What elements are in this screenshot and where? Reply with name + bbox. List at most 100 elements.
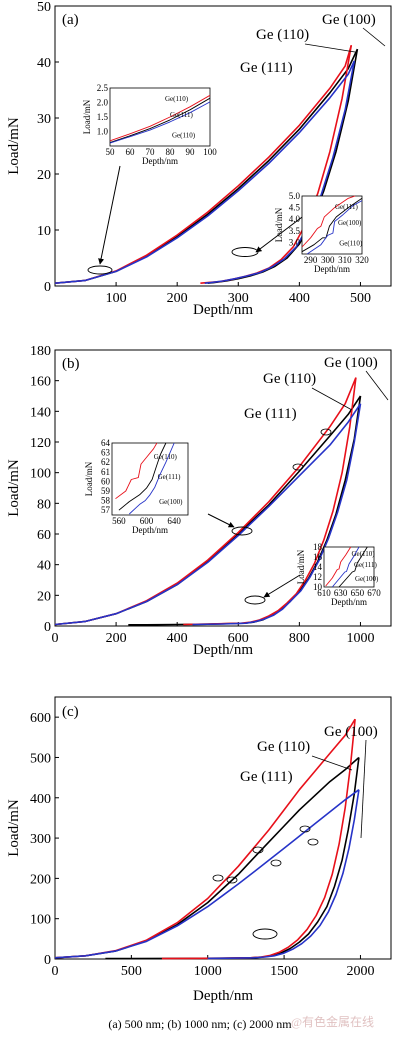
panel-b-inset-0-frame <box>111 442 189 516</box>
panel-c-xtick-label: 500 <box>121 964 142 979</box>
panel-a-inset-0-frame <box>109 87 211 147</box>
panel-a-inset-1-series-label: Ge(111) <box>335 203 358 211</box>
panel-a-inset-1-line-ge110 <box>301 195 356 248</box>
panel-b-inset-1-ylabel: Load/mN <box>296 549 306 584</box>
panel-b-inset-1-ytick-label: 18 <box>313 542 323 552</box>
panel-b-inset-1-line-ge110 <box>325 546 352 587</box>
panel-c-label: (c) <box>62 704 79 720</box>
watermark: @有色金属在线 <box>291 1014 374 1029</box>
panel-b-inset-0-series-label: Ge(100) <box>159 498 183 506</box>
panel-a-inset-0-xtick-label: 80 <box>166 147 176 157</box>
panel-b-leader-ge110 <box>311 387 353 411</box>
panel-b-inset-0-xlabel: Depth/nm <box>132 525 168 535</box>
panel-a: 100 200 300 400 500 0 10 20 30 40 50 (a) Load/mN D… <box>6 0 392 318</box>
panel-c-ytick-label: 100 <box>30 913 51 928</box>
panel-a-legend-ge100: Ge (100) <box>322 12 376 28</box>
panel-b-xlabel: Depth/nm <box>193 642 253 658</box>
panel-c-leader-ge100 <box>360 739 367 839</box>
panel-a-leader-ge100 <box>362 27 386 47</box>
panel-b-inset-1-xtick-label: 610 <box>317 588 331 598</box>
panel-b-inset-0-ytick-label: 57 <box>101 505 111 515</box>
panel-a-inset-1-line-ge111 <box>306 200 363 255</box>
panel-b-legend-ge100: Ge (100) <box>324 355 378 371</box>
panel-b-ytick-label: 140 <box>30 405 51 420</box>
panel-b-inset-1-xlabel: Depth/nm <box>331 597 367 607</box>
panel-a-inset-0-ytick-label: 2.0 <box>97 98 109 108</box>
panel-a-xtick-label: 500 <box>350 291 371 306</box>
panel-c-popin-ellipse <box>270 859 282 867</box>
panel-b-inset-1-series-label: Ge(111) <box>354 561 377 569</box>
figure-caption: (a) 500 nm; (b) 1000 nm; (c) 2000 nm <box>108 1017 292 1031</box>
panel-c-legend-ge110: Ge (110) <box>257 739 310 755</box>
panel-a-inset-1-ytick-label: 3.5 <box>289 226 301 236</box>
panel-b-inset-0-ytick-label: 63 <box>101 448 111 458</box>
panel-a-zoom-ellipse-unloading <box>231 247 259 257</box>
panel-c-xtick-label: 0 <box>52 964 59 979</box>
panel-c-legend-ge100: Ge (100) <box>324 724 378 740</box>
panel-b-legend-ge110: Ge (110) <box>263 371 316 387</box>
panel-a-leader-ge110 <box>304 43 356 53</box>
panel-b-inset-1-xtick-label: 630 <box>334 588 348 598</box>
panel-a-ytick-label: 40 <box>37 56 51 71</box>
panel-a-inset-0-line-ge110 <box>109 94 211 142</box>
panel-b-inset-0-series-label: Ge(110) <box>154 453 178 461</box>
panel-a-inset-0-xtick-label: 90 <box>186 147 196 157</box>
panel-b-ytick-label: 40 <box>37 559 51 574</box>
panel-a-inset-1-ytick-label: 4.0 <box>289 214 301 224</box>
panel-a-inset-1-xtick-label: 320 <box>355 255 369 265</box>
panel-b-inset-1-ytick-label: 14 <box>313 562 323 572</box>
panel-a-inset-0-xtick-label: 70 <box>146 147 156 157</box>
panel-a-inset-1-ylabel: Load/mN <box>274 207 284 242</box>
panel-b-inset-1-series-label: Ge(100) <box>355 575 379 583</box>
panel-b-ytick-label: 180 <box>30 344 51 359</box>
panel-a-ytick-label: 0 <box>44 280 51 295</box>
panel-b-inset-1-ytick-label: 12 <box>313 572 322 582</box>
panel-a-inset-0-xtick-label: 100 <box>203 147 217 157</box>
panel-a-ytick-label: 10 <box>37 224 51 239</box>
panel-b-arrow-loading <box>207 513 235 528</box>
panel-b-inset-0-ytick-label: 59 <box>101 486 111 496</box>
panel-a-xtick-label: 400 <box>289 291 310 306</box>
panel-a-inset-1-frame <box>301 195 363 255</box>
panel-b-xtick-label: 1000 <box>346 631 374 646</box>
panel-c-ytick-label: 200 <box>30 872 51 887</box>
panel-b-inset-0-ytick-label: 58 <box>101 496 111 506</box>
panel-a-xtick-label: 200 <box>167 291 188 306</box>
panel-c-unloading-ge110 <box>161 719 356 960</box>
panel-b-arrow-unloading <box>263 574 301 598</box>
panel-b-loading-ge111 <box>54 403 362 626</box>
panel-b-inset-0-series-label: Ge(111) <box>158 473 181 481</box>
panel-b-inset-0-xtick-label: 640 <box>167 516 181 526</box>
panel-b-inset-0-line-ge100 <box>118 442 167 511</box>
panel-b-ytick-label: 100 <box>30 467 51 482</box>
panel-a-inset-0-xtick-label: 60 <box>126 147 136 157</box>
panel-a-inset-0-ytick-label: 1.0 <box>97 127 109 137</box>
panel-b-inset-1-series-label: Ge(110) <box>352 550 376 558</box>
panel-a-inset-0-series-label: Ge(111) <box>170 111 193 119</box>
panel-b-zoom-ellipse-unloading <box>244 595 266 605</box>
panel-c-popin-ellipse <box>252 846 264 854</box>
panel-b-ytick-label: 20 <box>37 589 51 604</box>
panel-b-inset-1-ytick-label: 10 <box>313 582 323 592</box>
panel-b-inset-0-ytick-label: 64 <box>101 438 111 448</box>
panel-b-xtick-label: 600 <box>228 631 249 646</box>
panel-a-xlabel: Depth/nm <box>193 302 253 318</box>
panel-a-inset-1-xtick-label: 310 <box>338 255 352 265</box>
panel-b-xtick-label: 400 <box>167 631 188 646</box>
panel-b-inset-0-line-ge111 <box>128 442 175 515</box>
panel-a-arrow-loading <box>98 165 121 265</box>
panel-c-popin-ellipse <box>299 825 311 833</box>
panel-a-label: (a) <box>62 12 79 28</box>
panel-a-ytick-label: 20 <box>37 168 51 183</box>
panel-b-inset-1-line-ge100 <box>338 546 368 588</box>
panel-a-inset-1-xtick-label: 300 <box>321 255 335 265</box>
panel-b-ytick-label: 160 <box>30 375 51 390</box>
panel-a-inset-0-line-ge100 <box>109 97 211 143</box>
panel-b-ylabel: Load/mN <box>6 459 22 517</box>
panel-c-popin-ellipse <box>226 876 238 884</box>
panel-b-marker-ellipse-2 <box>320 428 332 436</box>
panel-a-ytick-label: 50 <box>37 0 51 15</box>
panel-b: 0 200 400 600 800 1000 0 20 40 60 80 100 120 140 160 18… <box>6 344 392 658</box>
panel-a-inset-1-ytick-label: 4.5 <box>289 203 301 213</box>
